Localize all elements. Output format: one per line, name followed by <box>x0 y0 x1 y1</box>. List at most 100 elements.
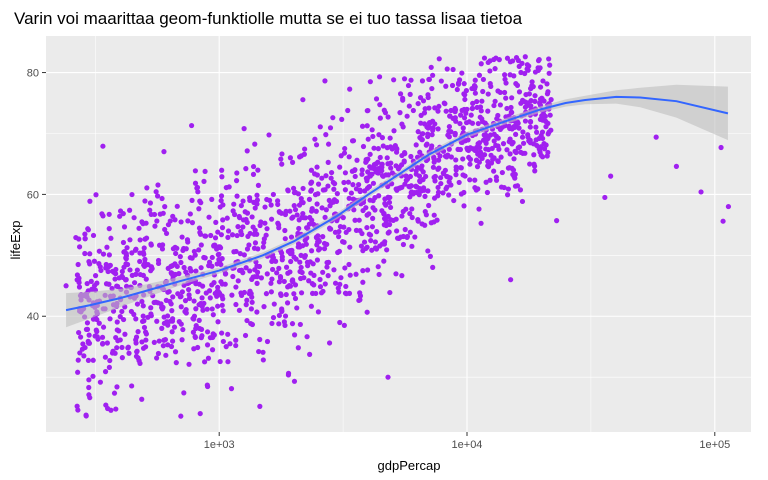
data-point <box>225 331 231 337</box>
data-point <box>502 72 508 78</box>
data-point <box>346 261 352 268</box>
data-point <box>169 271 176 277</box>
data-point <box>114 327 120 333</box>
data-point <box>339 116 345 122</box>
data-point <box>198 326 205 333</box>
data-point <box>720 218 726 224</box>
data-point <box>170 294 176 300</box>
data-point <box>475 143 481 149</box>
data-point <box>82 231 88 237</box>
data-point <box>359 123 366 129</box>
data-point <box>508 104 514 111</box>
data-point <box>313 208 319 214</box>
data-point <box>412 189 418 196</box>
data-point <box>244 148 250 154</box>
data-point <box>425 248 431 254</box>
data-point <box>114 319 120 325</box>
data-point <box>96 248 102 254</box>
data-point <box>190 315 196 322</box>
data-point <box>240 198 246 204</box>
data-point <box>718 144 724 151</box>
data-point <box>250 171 257 177</box>
data-point <box>113 406 119 412</box>
data-point <box>359 230 365 237</box>
data-point <box>458 112 464 118</box>
data-point <box>449 82 456 89</box>
data-point <box>423 212 429 218</box>
data-point <box>92 273 99 279</box>
data-point <box>472 77 478 83</box>
data-point <box>370 215 376 221</box>
data-point <box>389 146 395 152</box>
data-point <box>173 250 179 257</box>
data-point <box>419 136 425 143</box>
data-point <box>391 77 397 83</box>
data-point <box>100 251 107 257</box>
data-point <box>436 56 442 62</box>
data-point <box>126 350 132 356</box>
data-point <box>384 155 390 161</box>
data-point <box>249 276 255 282</box>
data-point <box>405 176 411 182</box>
data-point <box>399 273 405 279</box>
data-point <box>467 177 473 183</box>
data-point <box>191 298 197 304</box>
data-point <box>219 225 226 231</box>
data-point <box>356 182 362 188</box>
x-tick-label: 1e+03 <box>204 439 235 451</box>
data-point <box>315 309 321 315</box>
y-tick-label: 80 <box>27 68 39 80</box>
data-point <box>429 85 435 92</box>
data-point <box>85 357 92 363</box>
data-point <box>227 341 233 347</box>
data-point <box>387 289 393 296</box>
data-point <box>382 200 388 207</box>
data-point <box>325 273 331 279</box>
data-point <box>249 214 255 220</box>
data-point <box>264 271 270 277</box>
data-point <box>511 156 517 162</box>
data-point <box>244 297 250 303</box>
data-point <box>510 167 517 173</box>
data-point <box>173 360 179 366</box>
data-point <box>473 187 479 193</box>
data-point <box>478 61 484 67</box>
axes: 1e+03 1e+04 1e+05 40 60 80 <box>27 68 730 451</box>
data-point <box>325 159 331 165</box>
data-point <box>242 209 248 215</box>
data-point <box>328 200 334 206</box>
data-point <box>114 345 120 351</box>
data-point <box>197 231 204 237</box>
data-point <box>323 173 329 179</box>
data-point <box>155 257 162 264</box>
data-point <box>320 269 326 275</box>
data-point <box>407 210 413 217</box>
data-point <box>431 212 437 218</box>
data-point <box>408 153 414 160</box>
data-point <box>140 303 146 309</box>
data-point <box>209 196 215 202</box>
data-point <box>103 281 110 287</box>
data-point <box>376 271 382 278</box>
data-point <box>327 226 333 232</box>
data-point <box>532 93 538 99</box>
data-point <box>360 268 366 274</box>
data-point <box>420 177 426 183</box>
data-point <box>106 264 112 270</box>
data-point <box>522 54 528 60</box>
data-point <box>247 195 253 201</box>
data-point <box>156 242 163 248</box>
data-point <box>195 344 201 351</box>
data-point <box>438 78 444 84</box>
data-point <box>329 169 335 176</box>
data-point <box>300 185 306 192</box>
data-point <box>314 164 320 170</box>
data-point <box>372 195 378 201</box>
data-point <box>512 171 518 177</box>
data-point <box>429 132 435 138</box>
data-point <box>375 146 381 152</box>
data-point <box>274 270 280 276</box>
data-point <box>99 334 106 340</box>
data-point <box>300 200 306 206</box>
